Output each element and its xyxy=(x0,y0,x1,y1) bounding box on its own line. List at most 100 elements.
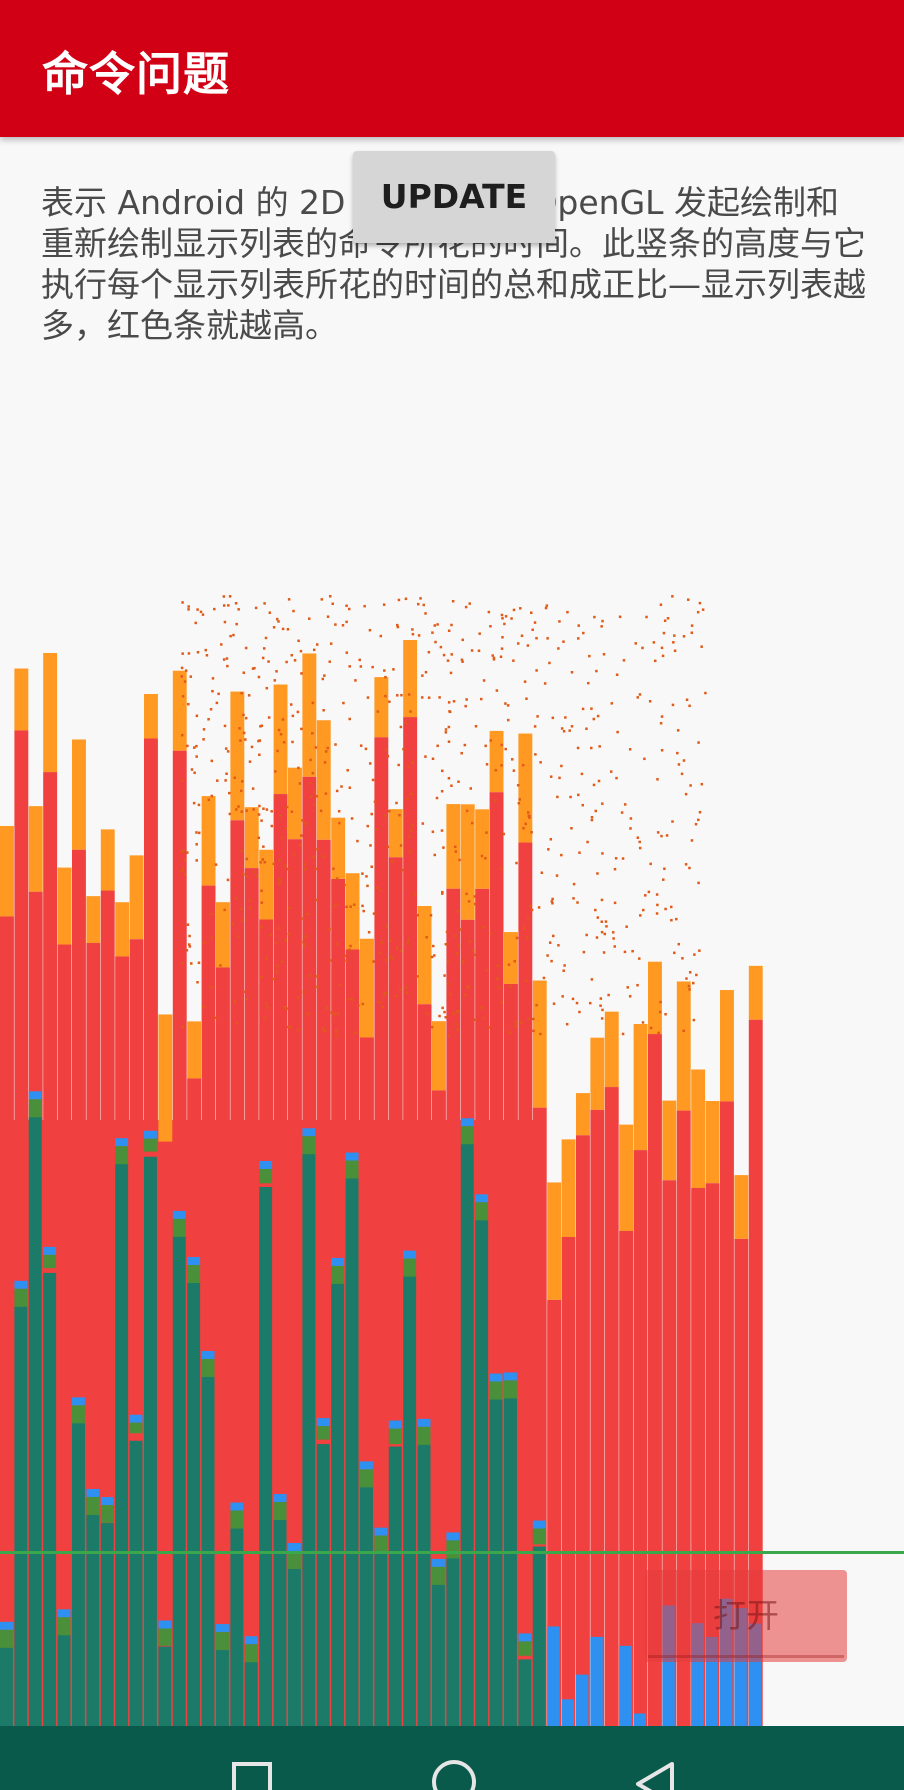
noise-dot xyxy=(424,755,427,758)
navigation-bar xyxy=(0,1726,904,1790)
noise-dot xyxy=(613,945,616,948)
noise-dot xyxy=(582,631,585,635)
noise-dot xyxy=(673,634,676,637)
noise-dot xyxy=(467,986,471,989)
noise-dot xyxy=(690,624,694,627)
noise-dot xyxy=(636,696,640,699)
input-segment xyxy=(417,1444,431,1790)
back-button[interactable] xyxy=(592,1726,712,1790)
noise-dot xyxy=(562,969,565,972)
noise-dot xyxy=(215,701,219,705)
noise-dot xyxy=(367,930,371,934)
execute-segment xyxy=(158,1014,173,1142)
noise-dot xyxy=(248,760,252,763)
execute-segment xyxy=(705,1100,720,1184)
noise-dot xyxy=(659,1000,662,1004)
noise-dot xyxy=(316,985,319,989)
noise-dot xyxy=(245,809,248,812)
noise-dot xyxy=(558,776,561,780)
noise-dot xyxy=(281,836,284,839)
noise-dot xyxy=(445,930,449,934)
noise-dot xyxy=(494,799,497,802)
noise-dot xyxy=(185,949,189,952)
noise-dot xyxy=(433,853,437,857)
noise-dot xyxy=(431,757,435,761)
update-button[interactable]: UPDATE xyxy=(353,151,555,243)
noise-dot xyxy=(454,1022,458,1026)
noise-dot xyxy=(500,647,504,650)
noise-dot xyxy=(563,964,566,967)
noise-dot xyxy=(631,949,634,953)
noise-dot xyxy=(195,714,199,718)
noise-dot xyxy=(601,852,604,855)
noise-dot xyxy=(324,792,328,795)
noise-dot xyxy=(262,1017,266,1020)
noise-dot xyxy=(344,954,347,957)
noise-dot xyxy=(601,619,604,623)
noise-dot xyxy=(223,620,227,624)
noise-dot xyxy=(312,855,315,859)
noise-dot xyxy=(361,872,364,875)
noise-dot xyxy=(684,792,688,796)
measure-segment xyxy=(460,1126,474,1145)
sync-segment xyxy=(100,1497,114,1506)
process-segment xyxy=(590,1109,605,1790)
sync-segment xyxy=(302,1128,316,1137)
noise-dot xyxy=(686,598,690,601)
noise-dot xyxy=(384,675,387,679)
noise-dot xyxy=(239,907,242,911)
noise-dot xyxy=(272,626,276,629)
noise-dot xyxy=(228,791,231,795)
noise-dot xyxy=(197,961,201,965)
noise-dot xyxy=(693,953,696,956)
noise-dot xyxy=(612,937,615,940)
noise-dot xyxy=(447,725,451,729)
noise-dot xyxy=(506,704,510,707)
noise-dot xyxy=(570,725,574,728)
triangle-back-icon xyxy=(636,1762,674,1790)
noise-dot xyxy=(328,660,332,663)
noise-dot xyxy=(439,645,443,649)
noise-dot xyxy=(309,795,313,799)
noise-dot xyxy=(628,748,632,751)
open-button[interactable]: 打开 xyxy=(645,1570,847,1662)
noise-dot xyxy=(450,623,453,627)
noise-dot xyxy=(522,826,525,830)
noise-dot xyxy=(239,789,243,793)
noise-dot xyxy=(242,671,246,674)
noise-dot xyxy=(690,631,694,635)
noise-dot xyxy=(545,604,549,607)
noise-dot xyxy=(282,740,286,744)
noise-dot xyxy=(500,1001,504,1004)
noise-dot xyxy=(274,941,278,945)
noise-dot xyxy=(511,758,514,761)
noise-dot xyxy=(342,701,345,705)
noise-dot xyxy=(446,960,450,963)
noise-dot xyxy=(432,944,435,948)
noise-dot xyxy=(258,739,262,742)
noise-dot xyxy=(284,939,287,942)
noise-dot xyxy=(211,689,214,693)
noise-dot xyxy=(673,951,676,955)
home-button[interactable] xyxy=(392,1726,512,1790)
execute-segment xyxy=(460,804,475,920)
noise-dot xyxy=(277,728,281,732)
execute-segment xyxy=(748,965,763,1020)
noise-dot xyxy=(383,669,386,672)
noise-dot xyxy=(274,770,277,773)
noise-dot xyxy=(469,787,473,790)
recents-button[interactable] xyxy=(192,1726,312,1790)
noise-dot xyxy=(621,857,625,860)
execute-segment xyxy=(691,1069,706,1189)
noise-dot xyxy=(449,993,453,996)
noise-dot xyxy=(284,864,287,868)
noise-dot xyxy=(435,796,439,800)
execute-segment xyxy=(244,807,259,869)
noise-dot xyxy=(205,654,209,657)
noise-dot xyxy=(562,640,565,643)
execute-segment xyxy=(360,938,374,1038)
noise-dot xyxy=(410,829,413,832)
noise-dot xyxy=(402,747,405,751)
noise-dot xyxy=(227,604,230,607)
noise-dot xyxy=(407,693,411,696)
